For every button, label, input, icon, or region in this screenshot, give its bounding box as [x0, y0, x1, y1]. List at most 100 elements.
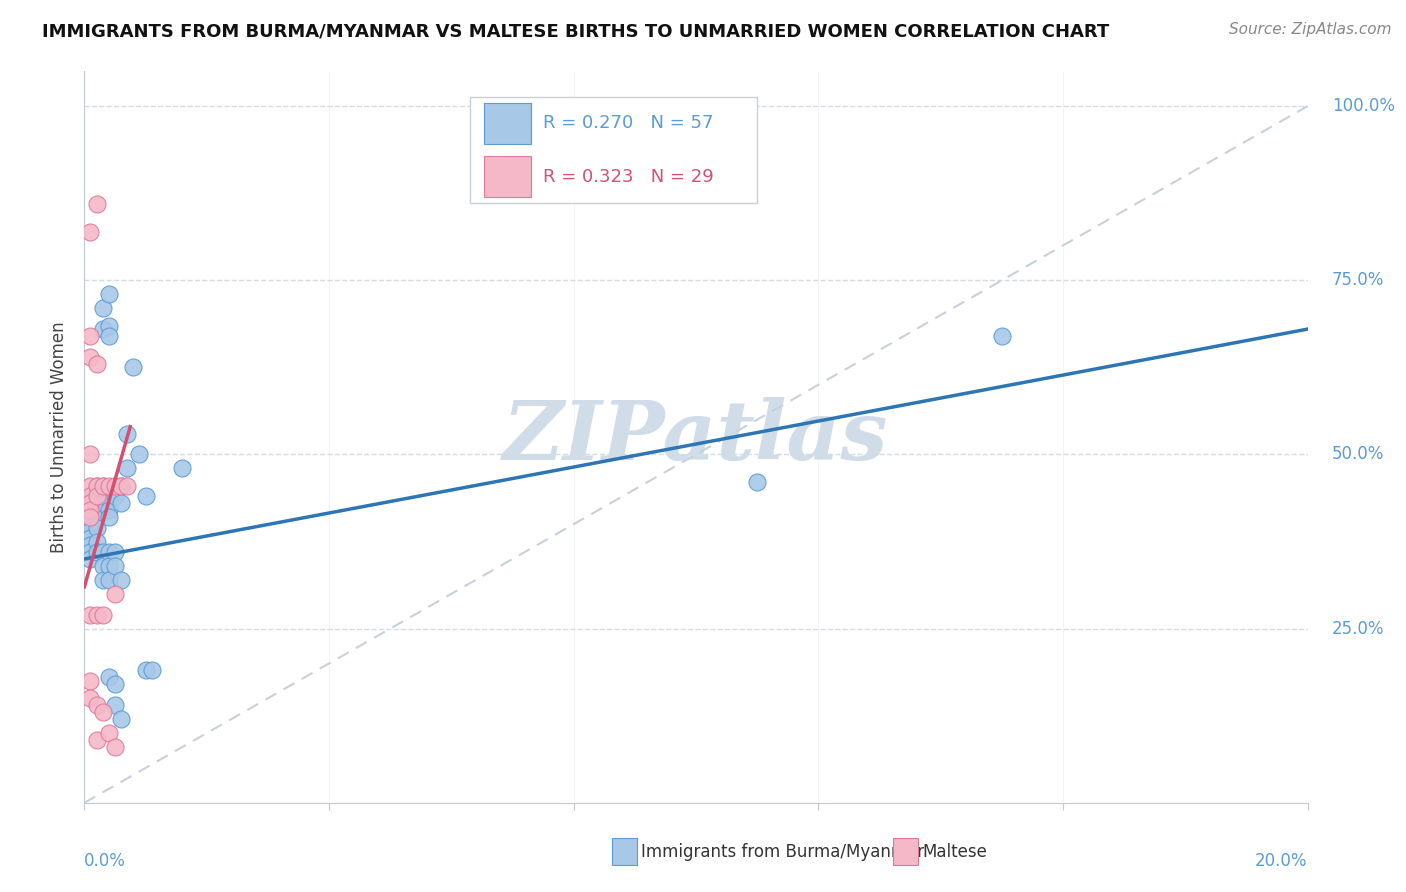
Point: [91, 607, 114, 622]
Bar: [484, 156, 531, 196]
Point: [91, 479, 114, 493]
Point: [104, 479, 127, 493]
Point: [79, 607, 101, 622]
Point: [79, 496, 101, 510]
Point: [104, 489, 127, 503]
Point: [97, 479, 120, 493]
Y-axis label: Births to Unmarried Women: Births to Unmarried Women: [51, 321, 69, 553]
Point: [110, 573, 132, 587]
Point: [115, 479, 138, 493]
Point: [79, 545, 101, 559]
Text: 100.0%: 100.0%: [1331, 97, 1395, 115]
Point: [79, 673, 101, 688]
Point: [97, 573, 120, 587]
Point: [79, 350, 101, 364]
Point: [86, 698, 108, 713]
Point: [79, 225, 101, 239]
Point: [86, 479, 108, 493]
Point: [104, 740, 127, 755]
Text: R = 0.323   N = 29: R = 0.323 N = 29: [543, 168, 714, 186]
Text: Maltese: Maltese: [922, 843, 987, 861]
Point: [97, 329, 120, 343]
Text: 75.0%: 75.0%: [1331, 271, 1385, 289]
Point: [86, 496, 108, 510]
Point: [86, 607, 108, 622]
Point: [91, 705, 114, 719]
Point: [991, 329, 1014, 343]
Point: [97, 485, 120, 500]
Point: [115, 426, 138, 441]
Point: [86, 479, 108, 493]
Text: R = 0.270   N = 57: R = 0.270 N = 57: [543, 114, 714, 133]
Point: [79, 552, 101, 566]
Point: [86, 357, 108, 371]
Point: [110, 496, 132, 510]
Point: [135, 489, 157, 503]
Text: 0.0%: 0.0%: [84, 852, 127, 870]
Point: [97, 318, 120, 333]
Point: [86, 510, 108, 524]
Text: Source: ZipAtlas.com: Source: ZipAtlas.com: [1229, 22, 1392, 37]
Point: [104, 587, 127, 601]
Point: [97, 726, 120, 740]
Text: 25.0%: 25.0%: [1331, 620, 1385, 638]
Point: [86, 196, 108, 211]
Point: [135, 664, 157, 678]
Point: [122, 360, 145, 375]
Point: [86, 733, 108, 747]
Point: [110, 479, 132, 493]
Point: [110, 479, 132, 493]
Point: [128, 448, 150, 462]
Point: [79, 329, 101, 343]
Point: [97, 545, 120, 559]
Point: [97, 287, 120, 301]
Point: [79, 489, 101, 503]
Point: [747, 475, 769, 490]
Point: [104, 479, 127, 493]
Point: [79, 510, 101, 524]
Point: [79, 524, 101, 538]
Point: [97, 670, 120, 684]
Point: [91, 573, 114, 587]
Point: [79, 538, 101, 552]
Point: [86, 534, 108, 549]
Point: [86, 489, 108, 503]
Text: Immigrants from Burma/Myanmar: Immigrants from Burma/Myanmar: [641, 843, 924, 861]
Point: [79, 496, 101, 510]
Point: [91, 479, 114, 493]
Text: 50.0%: 50.0%: [1331, 445, 1385, 464]
Point: [172, 461, 194, 475]
Point: [141, 664, 163, 678]
Point: [79, 517, 101, 532]
Point: [79, 448, 101, 462]
Point: [104, 698, 127, 713]
Point: [91, 322, 114, 336]
Point: [110, 712, 132, 726]
Point: [79, 510, 101, 524]
Point: [91, 301, 114, 316]
Point: [97, 492, 120, 507]
Point: [91, 545, 114, 559]
Point: [86, 489, 108, 503]
Point: [86, 545, 108, 559]
Point: [79, 489, 101, 503]
Point: [104, 545, 127, 559]
Point: [97, 510, 120, 524]
Text: IMMIGRANTS FROM BURMA/MYANMAR VS MALTESE BIRTHS TO UNMARRIED WOMEN CORRELATION C: IMMIGRANTS FROM BURMA/MYANMAR VS MALTESE…: [42, 22, 1109, 40]
Text: 20.0%: 20.0%: [1256, 852, 1308, 870]
FancyBboxPatch shape: [470, 97, 758, 203]
Bar: [484, 103, 531, 144]
Point: [86, 521, 108, 535]
Point: [97, 558, 120, 573]
Point: [79, 479, 101, 493]
Point: [91, 496, 114, 510]
Point: [104, 677, 127, 691]
Point: [91, 558, 114, 573]
Text: ZIPatlas: ZIPatlas: [503, 397, 889, 477]
Point: [104, 485, 127, 500]
Point: [79, 691, 101, 706]
Point: [79, 531, 101, 545]
Point: [79, 503, 101, 517]
Point: [97, 503, 120, 517]
Point: [104, 558, 127, 573]
